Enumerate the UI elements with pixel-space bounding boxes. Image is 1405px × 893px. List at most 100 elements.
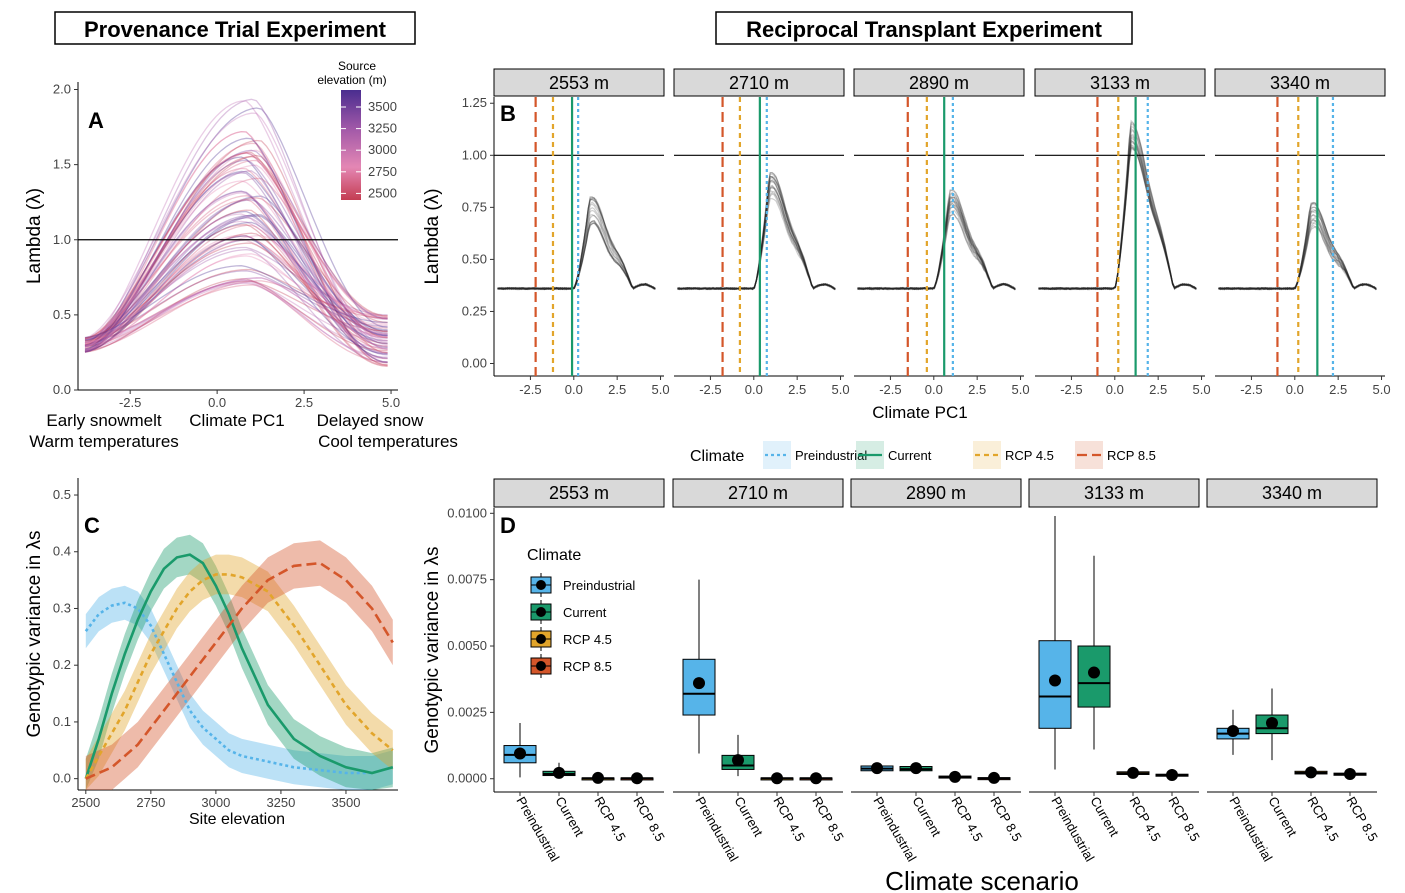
x-tick-label: 0.0 — [1106, 382, 1124, 397]
facet-label: 2890 m — [909, 73, 969, 93]
lambda-curve — [1038, 127, 1197, 291]
lambda-curve — [1218, 226, 1377, 291]
x-tick-label: Current — [731, 794, 766, 839]
header-left: Provenance Trial Experiment — [84, 17, 387, 42]
facet-label: 3340 m — [1262, 483, 1322, 503]
line-rcp-8-5 — [85, 561, 394, 780]
lambda-curves — [1038, 119, 1197, 291]
facet-label: 3340 m — [1270, 73, 1330, 93]
lambda-curve — [84, 265, 388, 339]
lambda-curves — [677, 171, 836, 291]
lambda-curve — [1218, 206, 1377, 291]
x-tick-label: RCP 4.5 — [1126, 794, 1163, 844]
lambda-curve — [84, 224, 388, 353]
mean-point — [949, 770, 961, 783]
line-preindustrial — [84, 601, 394, 775]
legend-label: RCP 4.5 — [1005, 448, 1054, 463]
x-tick-label: 5.0 — [831, 382, 849, 397]
lambda-curve — [497, 222, 656, 291]
lambda-curve — [84, 149, 388, 353]
mean-point — [1049, 674, 1061, 687]
lambda-curve — [84, 255, 388, 352]
lambda-curve — [857, 197, 1016, 291]
ribbon-preindustrial — [85, 585, 393, 790]
lambda-curve — [84, 195, 388, 360]
lambda-curve — [84, 195, 388, 341]
lambda-curve — [84, 180, 388, 348]
lambda-curve — [84, 277, 388, 344]
lambda-curve — [857, 206, 1016, 291]
lambda-curve — [1218, 216, 1377, 291]
lambda-curve — [84, 217, 388, 340]
lambda-curve — [497, 219, 656, 291]
x-axis-label: Climate scenario — [885, 866, 1079, 893]
panel-letter-b: B — [500, 101, 516, 126]
lambda-curve — [497, 198, 656, 291]
x-tick-label: 2.5 — [968, 382, 986, 397]
lambda-curve — [1038, 144, 1197, 291]
mean-point — [771, 772, 783, 785]
legend-label: 2500 — [368, 185, 397, 200]
y-tick-label: 0.0025 — [447, 704, 487, 719]
ribbon-rcp-8-5 — [85, 540, 393, 790]
x-tick-label: 0.0 — [745, 382, 763, 397]
lambda-curve — [84, 170, 388, 363]
lambda-curve — [84, 213, 388, 352]
lambda-curve — [84, 149, 388, 347]
legend-label: 3500 — [368, 99, 397, 114]
lambda-curve — [1038, 139, 1197, 291]
lambda-curves — [857, 189, 1016, 291]
lambda-curve — [1218, 218, 1377, 291]
x-tick-label: -2.5 — [519, 382, 541, 397]
lambda-curve — [84, 280, 388, 344]
lambda-curve — [1038, 134, 1197, 291]
lambda-curve — [1218, 219, 1377, 291]
legend-label: 3250 — [368, 121, 397, 136]
lambda-curve — [84, 151, 388, 340]
x-tick-label: 3250 — [266, 795, 295, 810]
panel-a: 0.0 0.5 1.0 1.5 2.0 -2.5 0.0 2.5 5.0 A Lambda (λ) C… — [24, 59, 458, 451]
lambda-curve — [84, 234, 388, 350]
x-tick-label: RCP 4.5 — [1304, 794, 1341, 844]
lambda-curve — [677, 187, 836, 291]
lambda-curve — [497, 197, 656, 291]
y-tick-label: 0.0075 — [447, 572, 487, 587]
x-annotation-right: Delayed snow — [317, 411, 425, 430]
lambda-curve — [677, 180, 836, 291]
lambda-curve — [497, 209, 656, 291]
x-tick-label: 3500 — [332, 795, 361, 810]
lambda-curve — [84, 239, 388, 344]
mean-point — [553, 766, 565, 779]
lambda-curve — [84, 155, 388, 349]
lambda-curve — [84, 156, 388, 348]
lambda-curve — [497, 206, 656, 291]
lambda-curve — [1038, 130, 1197, 291]
lambda-curve — [857, 213, 1016, 291]
mean-point — [1305, 766, 1317, 779]
y-tick-label: 1.25 — [462, 95, 487, 110]
y-tick-label: 0.4 — [53, 544, 71, 559]
legend-label: Preindustrial — [563, 578, 635, 593]
y-axis-label: Lambda (λ) — [422, 188, 443, 284]
mean-point — [693, 677, 705, 690]
legend-label: Current — [888, 448, 932, 463]
lambda-curve — [497, 196, 656, 291]
lambda-curve — [677, 175, 836, 291]
y-axis-label: Lambda (λ) — [24, 188, 45, 284]
x-axis-label: Site elevation — [189, 811, 285, 828]
x-annotation-left: Warm temperatures — [29, 432, 179, 451]
lambda-curve — [857, 209, 1016, 291]
lambda-curve — [857, 196, 1016, 291]
x-tick-label: 5.0 — [1192, 382, 1210, 397]
lambda-curve — [1218, 209, 1377, 291]
lambda-curve — [84, 131, 388, 350]
lambda-curve — [84, 268, 388, 342]
legend-key-point — [536, 661, 546, 671]
y-tick-label: 1.0 — [53, 232, 71, 247]
lambda-curve — [677, 171, 836, 291]
lambda-curve — [84, 280, 388, 352]
facet-strip — [672, 478, 844, 508]
